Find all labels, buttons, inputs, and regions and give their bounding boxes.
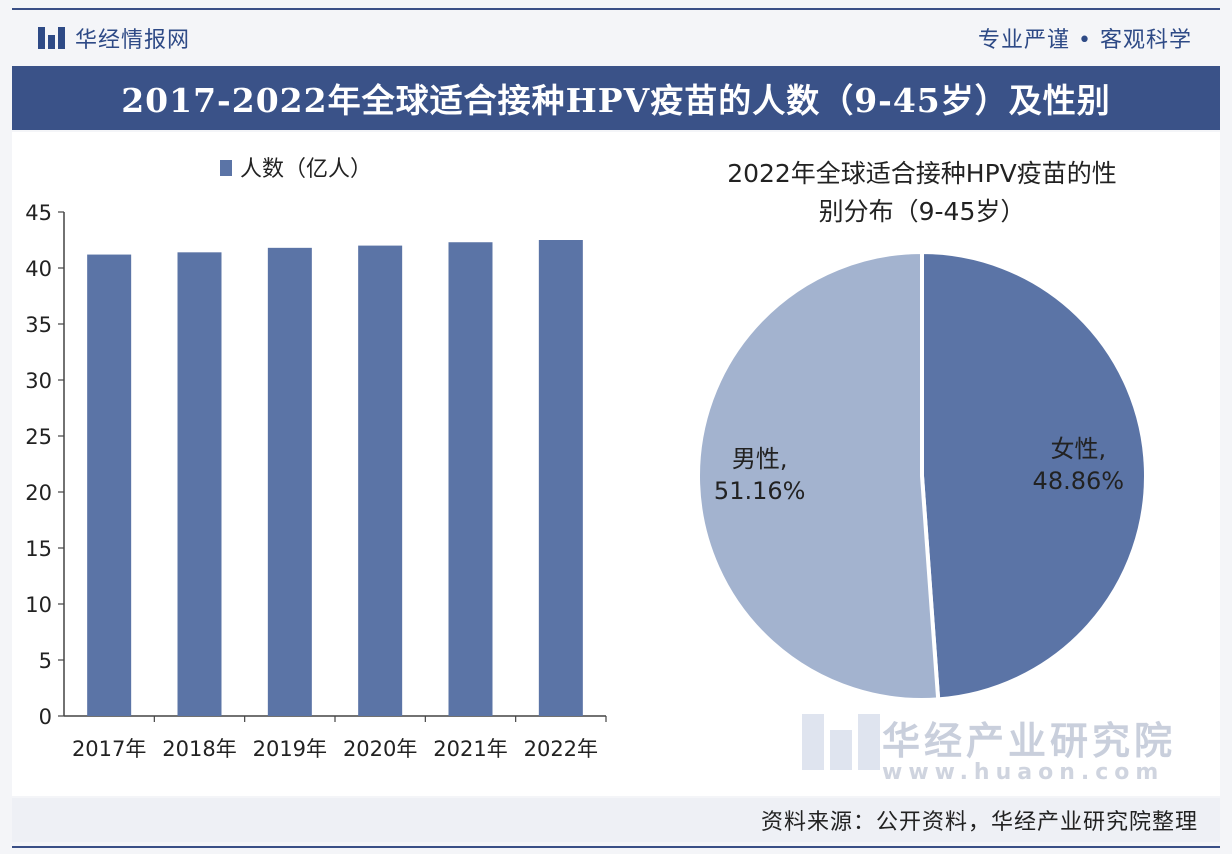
- y-tick-label: 20: [25, 481, 52, 505]
- page-header: 华经情报网 专业严谨 • 客观科学: [12, 12, 1220, 64]
- x-tick-label: 2020年: [343, 737, 417, 761]
- watermark-logo-icon: [802, 714, 880, 770]
- pie-label-female: 女性,: [1050, 435, 1106, 463]
- x-tick-label: 2018年: [162, 737, 236, 761]
- x-tick-label: 2022年: [524, 737, 598, 761]
- bar: [87, 254, 132, 716]
- brand-name: 华经情报网: [75, 28, 191, 53]
- y-tick-label: 40: [25, 257, 52, 281]
- pie-value-male: 51.16%: [714, 477, 806, 505]
- bottom-rule: [12, 846, 1220, 848]
- bar: [448, 242, 493, 716]
- y-tick-label: 25: [25, 425, 52, 449]
- y-tick-label: 15: [25, 537, 52, 561]
- legend-label: 人数（亿人）: [240, 157, 372, 182]
- bar-chart: 人数（亿人） 0 5 10 15 20 25 30 35 40 45 2017年 2018年 2019年 2…: [25, 157, 607, 761]
- chart-panel: 华经产业研究院 www.huaon.com 人数（亿人） 0 5 10 15 20 25 30…: [12, 132, 1220, 796]
- y-tick-label: 30: [25, 369, 52, 393]
- pie-title-line: 别分布（9-45岁）: [819, 197, 1026, 226]
- y-tick-label: 10: [25, 593, 52, 617]
- watermark-name: 华经产业研究院: [882, 719, 1177, 763]
- legend-swatch: [220, 160, 232, 176]
- top-rule: [12, 8, 1220, 10]
- y-tick-label: 45: [25, 201, 52, 225]
- slogan: 专业严谨 • 客观科学: [978, 28, 1192, 53]
- x-tick-label: 2021年: [433, 737, 507, 761]
- pie-label-male: 男性,: [732, 445, 788, 473]
- brand-logo-icon: [38, 27, 65, 49]
- bar: [358, 245, 403, 716]
- x-tick-label: 2017年: [72, 737, 146, 761]
- brand: 华经情报网: [12, 22, 190, 54]
- bar: [538, 240, 583, 716]
- source-note: 资料来源：公开资料，华经产业研究院整理: [760, 810, 1198, 835]
- pie-value-female: 48.86%: [1033, 467, 1125, 495]
- footer: 资料来源：公开资料，华经产业研究院整理: [12, 798, 1220, 842]
- bar: [177, 252, 222, 716]
- pie-slice-male: [696, 249, 941, 702]
- title-bar: 2017-2022年全球适合接种HPV疫苗的人数（9-45岁）及性别: [12, 66, 1220, 130]
- y-tick-label: 0: [39, 705, 52, 729]
- watermark-url: www.huaon.com: [882, 760, 1165, 785]
- x-tick-label: 2019年: [253, 737, 327, 761]
- pie-title-line: 2022年全球适合接种HPV疫苗的性: [727, 159, 1117, 188]
- y-tick-label: 5: [39, 649, 52, 673]
- bar: [267, 247, 312, 716]
- page-title: 2017-2022年全球适合接种HPV疫苗的人数（9-45岁）及性别: [121, 81, 1111, 120]
- pie-slice-female: [920, 249, 1148, 702]
- y-tick-label: 35: [25, 313, 52, 337]
